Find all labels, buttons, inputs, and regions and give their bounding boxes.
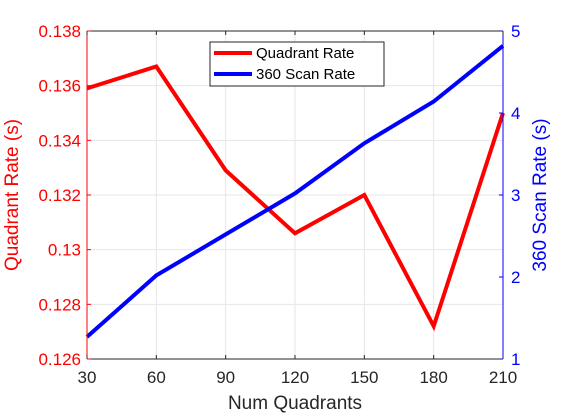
x-tick-label: 60 — [147, 368, 166, 387]
x-tick-label: 120 — [281, 368, 309, 387]
right-tick-label: 5 — [511, 22, 520, 41]
series-line-quadrant-rate — [86, 64, 505, 332]
right-tick-label: 2 — [511, 268, 520, 287]
tick-labels: 30 60 90 120 150 180 210 0.126 0.128 0.13 0.132 0.1… — [38, 22, 520, 387]
x-axis-title: Num Quadrants — [228, 393, 362, 414]
series-layer — [85, 44, 505, 339]
left-tick-label: 0.128 — [38, 295, 81, 314]
x-tick-label: 210 — [489, 368, 517, 387]
left-tick-label: 0.13 — [48, 241, 81, 260]
x-tick-label: 180 — [419, 368, 447, 387]
left-axis-title: Quadrant Rate (s) — [2, 119, 23, 271]
left-tick-label: 0.134 — [38, 131, 81, 150]
right-axis-title: 360 Scan Rate (s) — [530, 118, 551, 271]
right-tick-label: 4 — [511, 104, 520, 123]
right-tick-label: 1 — [511, 350, 520, 369]
left-tick-label: 0.132 — [38, 186, 81, 205]
left-tick-label: 0.136 — [38, 77, 81, 96]
series-line-360-scan-rate — [85, 44, 505, 339]
left-tick-label: 0.138 — [38, 22, 81, 41]
x-tick-label: 150 — [350, 368, 378, 387]
legend-label-360-scan-rate: 360 Scan Rate — [256, 66, 355, 83]
legend-label-quadrant-rate: Quadrant Rate — [256, 45, 354, 62]
left-tick-label: 0.126 — [38, 350, 81, 369]
x-tick-label: 30 — [78, 368, 97, 387]
axes — [86, 30, 504, 360]
legend: Quadrant Rate 360 Scan Rate — [209, 41, 385, 87]
legend-box — [209, 41, 385, 87]
right-tick-label: 3 — [511, 186, 520, 205]
x-tick-label: 90 — [216, 368, 235, 387]
